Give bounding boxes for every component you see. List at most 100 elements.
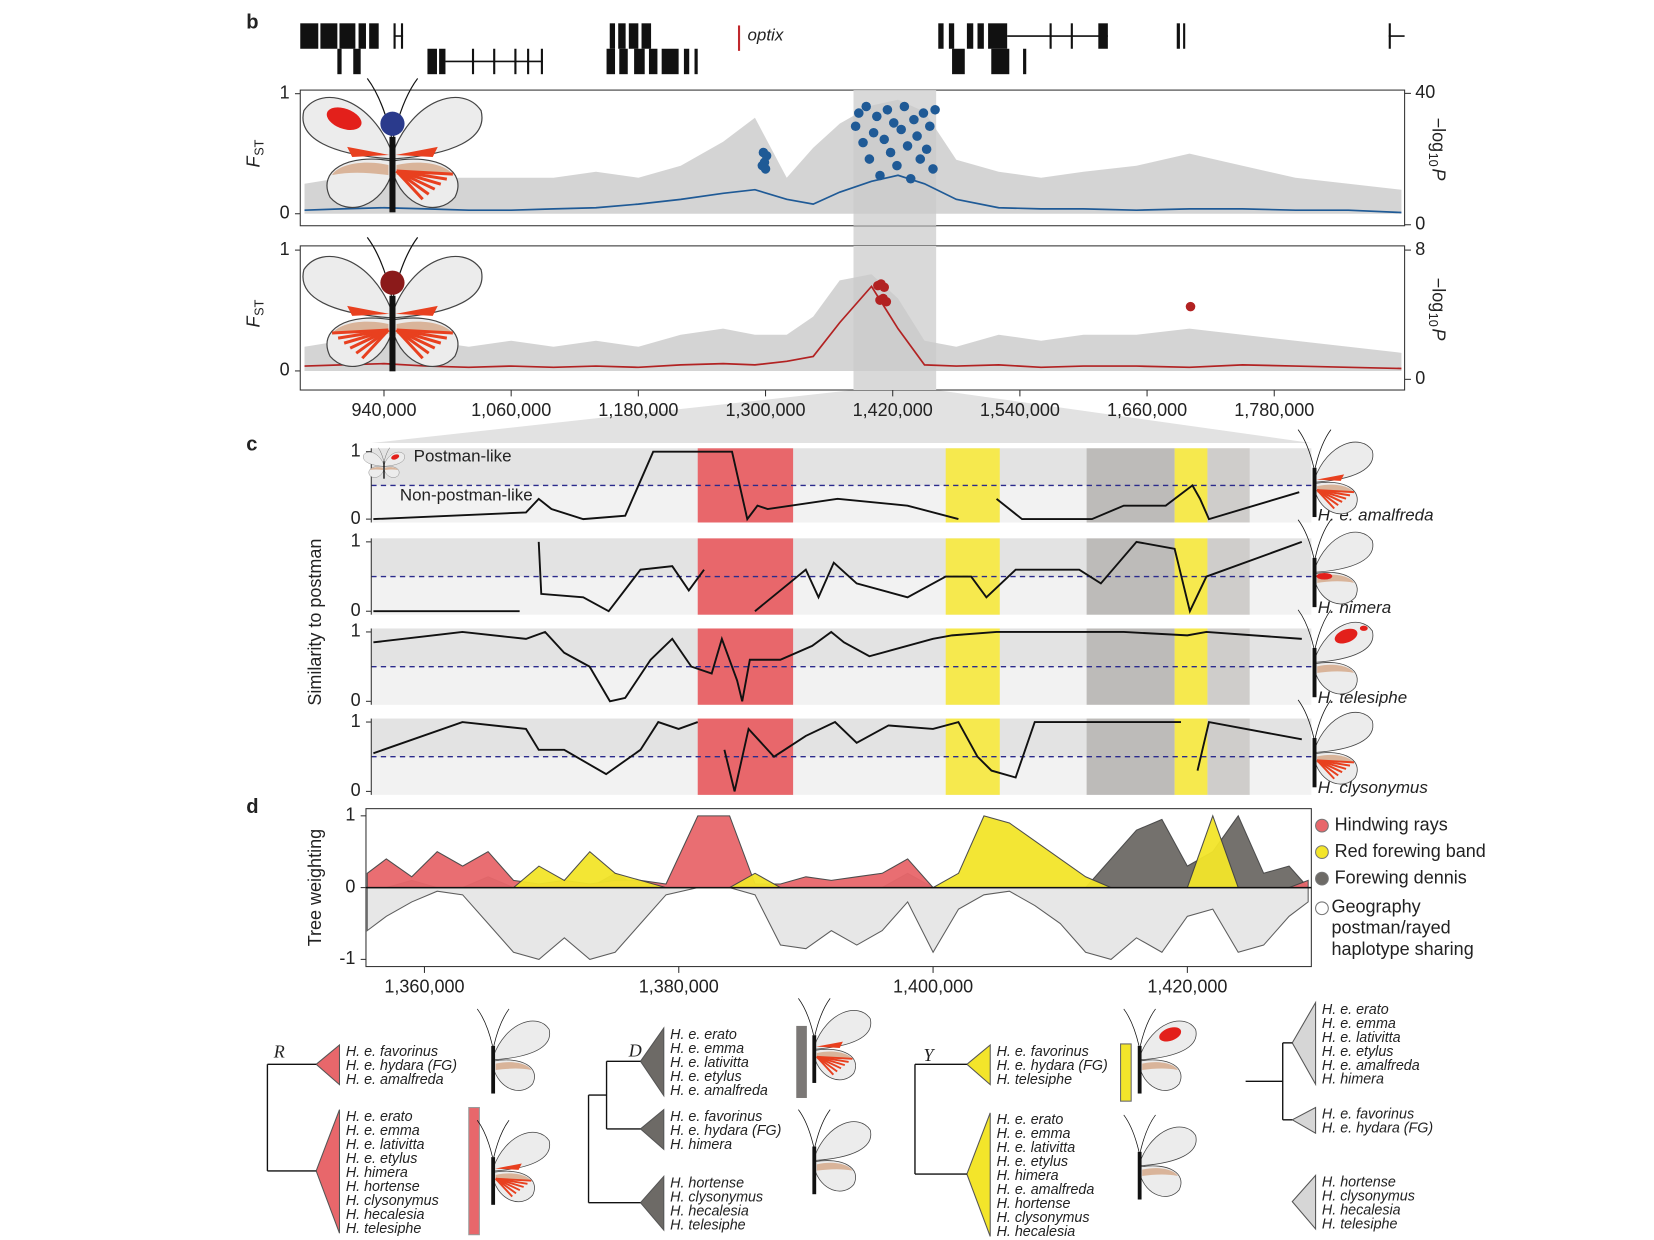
gene-exon (988, 23, 1008, 49)
butterfly-illustration (798, 998, 872, 1083)
clade-member: H. clysonymus (1322, 1189, 1415, 1205)
legend-label: Red forewing band (1335, 841, 1486, 861)
y-tick-label: 1 (280, 239, 290, 259)
y-axis-label: FST (243, 299, 266, 327)
y-axis-label: FST (243, 139, 266, 167)
clade-triangle (966, 1112, 991, 1237)
gene-exon (339, 23, 356, 49)
gene-exon (1176, 23, 1180, 49)
significant-snp (899, 101, 910, 112)
x-tick-label: 940,000 (351, 400, 416, 420)
gene-exon (683, 48, 690, 75)
wing-pattern (495, 1163, 522, 1170)
antennae (1297, 699, 1332, 739)
clade-member: H. e. amalfreda (346, 1072, 444, 1088)
butterfly-illustration (476, 1008, 551, 1094)
wing-pattern (396, 169, 453, 176)
clade-member: H. e. amalfreda (670, 1083, 768, 1099)
gene-label: optix (748, 26, 784, 45)
wing-pattern (395, 305, 438, 316)
wing-pattern (1334, 628, 1358, 644)
hindwing-band (384, 467, 398, 471)
butterfly-illustration (363, 447, 405, 479)
clade-member: H. e. erato (1322, 1002, 1389, 1018)
gene-exon (952, 48, 965, 75)
significant-snp (925, 121, 935, 131)
antennae (798, 1109, 831, 1147)
gene-exon (609, 23, 616, 49)
fst-cloud (304, 99, 1402, 214)
wing-pattern (1359, 625, 1368, 631)
wing-pattern (331, 328, 389, 335)
y-tick-label: 1 (351, 711, 361, 731)
gene-exon (641, 23, 652, 49)
y-tick-label: 0 (351, 690, 361, 710)
clade-member: H. e. emma (346, 1123, 420, 1139)
clade-triangle (639, 1175, 665, 1232)
clade-member: H. himera (1322, 1072, 1384, 1088)
clade-member: H. hortense (1322, 1175, 1396, 1191)
antennae (1123, 1114, 1156, 1152)
gene-exon (1388, 23, 1391, 49)
wing-pattern (816, 1055, 853, 1060)
rays-bar (468, 1106, 480, 1236)
panel-label: d (246, 796, 258, 818)
significant-snp (896, 124, 906, 135)
clade-member: H. clysonymus (346, 1193, 439, 1209)
clade-member: H. hortense (346, 1179, 420, 1195)
clade-member: H. e. etylus (1322, 1044, 1394, 1060)
wing-pattern (816, 1041, 843, 1048)
body (491, 1045, 496, 1094)
panel-label: b (246, 12, 258, 34)
wing-pattern (1159, 1027, 1182, 1042)
significant-snp (918, 108, 929, 118)
body (1137, 1151, 1142, 1200)
clade-member: H. himera (997, 1168, 1059, 1184)
significant-snp (760, 164, 771, 174)
gene-exon (393, 23, 396, 49)
window-connector (853, 225, 937, 246)
y-tick-label: 0 (345, 876, 355, 896)
gene-exon (439, 48, 446, 75)
clade-member: H. e. emma (1322, 1016, 1396, 1032)
y-tick-label: 1 (351, 531, 361, 551)
clade-member: H. e. favorinus (997, 1044, 1089, 1060)
x-tick-label: 1,660,000 (1107, 400, 1187, 420)
clade-member: H. e. hydara (FG) (1322, 1121, 1433, 1137)
clade-triangle (966, 1043, 991, 1086)
gene-exon (628, 23, 639, 49)
significant-snp (879, 282, 889, 293)
y-tick-label: 0 (351, 600, 361, 620)
legend-marker (1315, 845, 1329, 859)
wing-pattern (380, 270, 405, 295)
antennae (1123, 1008, 1156, 1046)
gene-exon (320, 23, 338, 49)
significant-snp (928, 164, 938, 174)
gene-exon (694, 48, 698, 75)
y-label-main: F (243, 315, 263, 327)
clade-member: H. hortense (670, 1176, 744, 1192)
gene-exon (619, 48, 628, 75)
annotation: Non-postman-like (400, 485, 533, 504)
similarity-line (373, 450, 1300, 522)
clade-triangle (639, 1108, 665, 1151)
wing-pattern (380, 111, 405, 136)
y-tick-label: 1 (351, 621, 361, 641)
clade-member: H. e. lativitta (346, 1137, 425, 1153)
gene-exon (540, 48, 543, 75)
clade-member: H. e. erato (346, 1109, 413, 1125)
clade-member: H. e. erato (670, 1027, 737, 1043)
body (1312, 467, 1317, 518)
tree-label: R (273, 1042, 285, 1062)
y-axis-label: Similarity to postman (305, 539, 325, 706)
significant-snp (858, 137, 868, 148)
body (1312, 557, 1317, 608)
clade-triangle (1291, 1173, 1317, 1231)
x-tick-label: 1,540,000 (980, 400, 1060, 420)
hindwing-band (1142, 1168, 1178, 1176)
significant-snp (930, 105, 940, 115)
wing-pattern (1317, 759, 1354, 764)
significant-snp (872, 111, 882, 122)
gene-exon (648, 48, 658, 75)
